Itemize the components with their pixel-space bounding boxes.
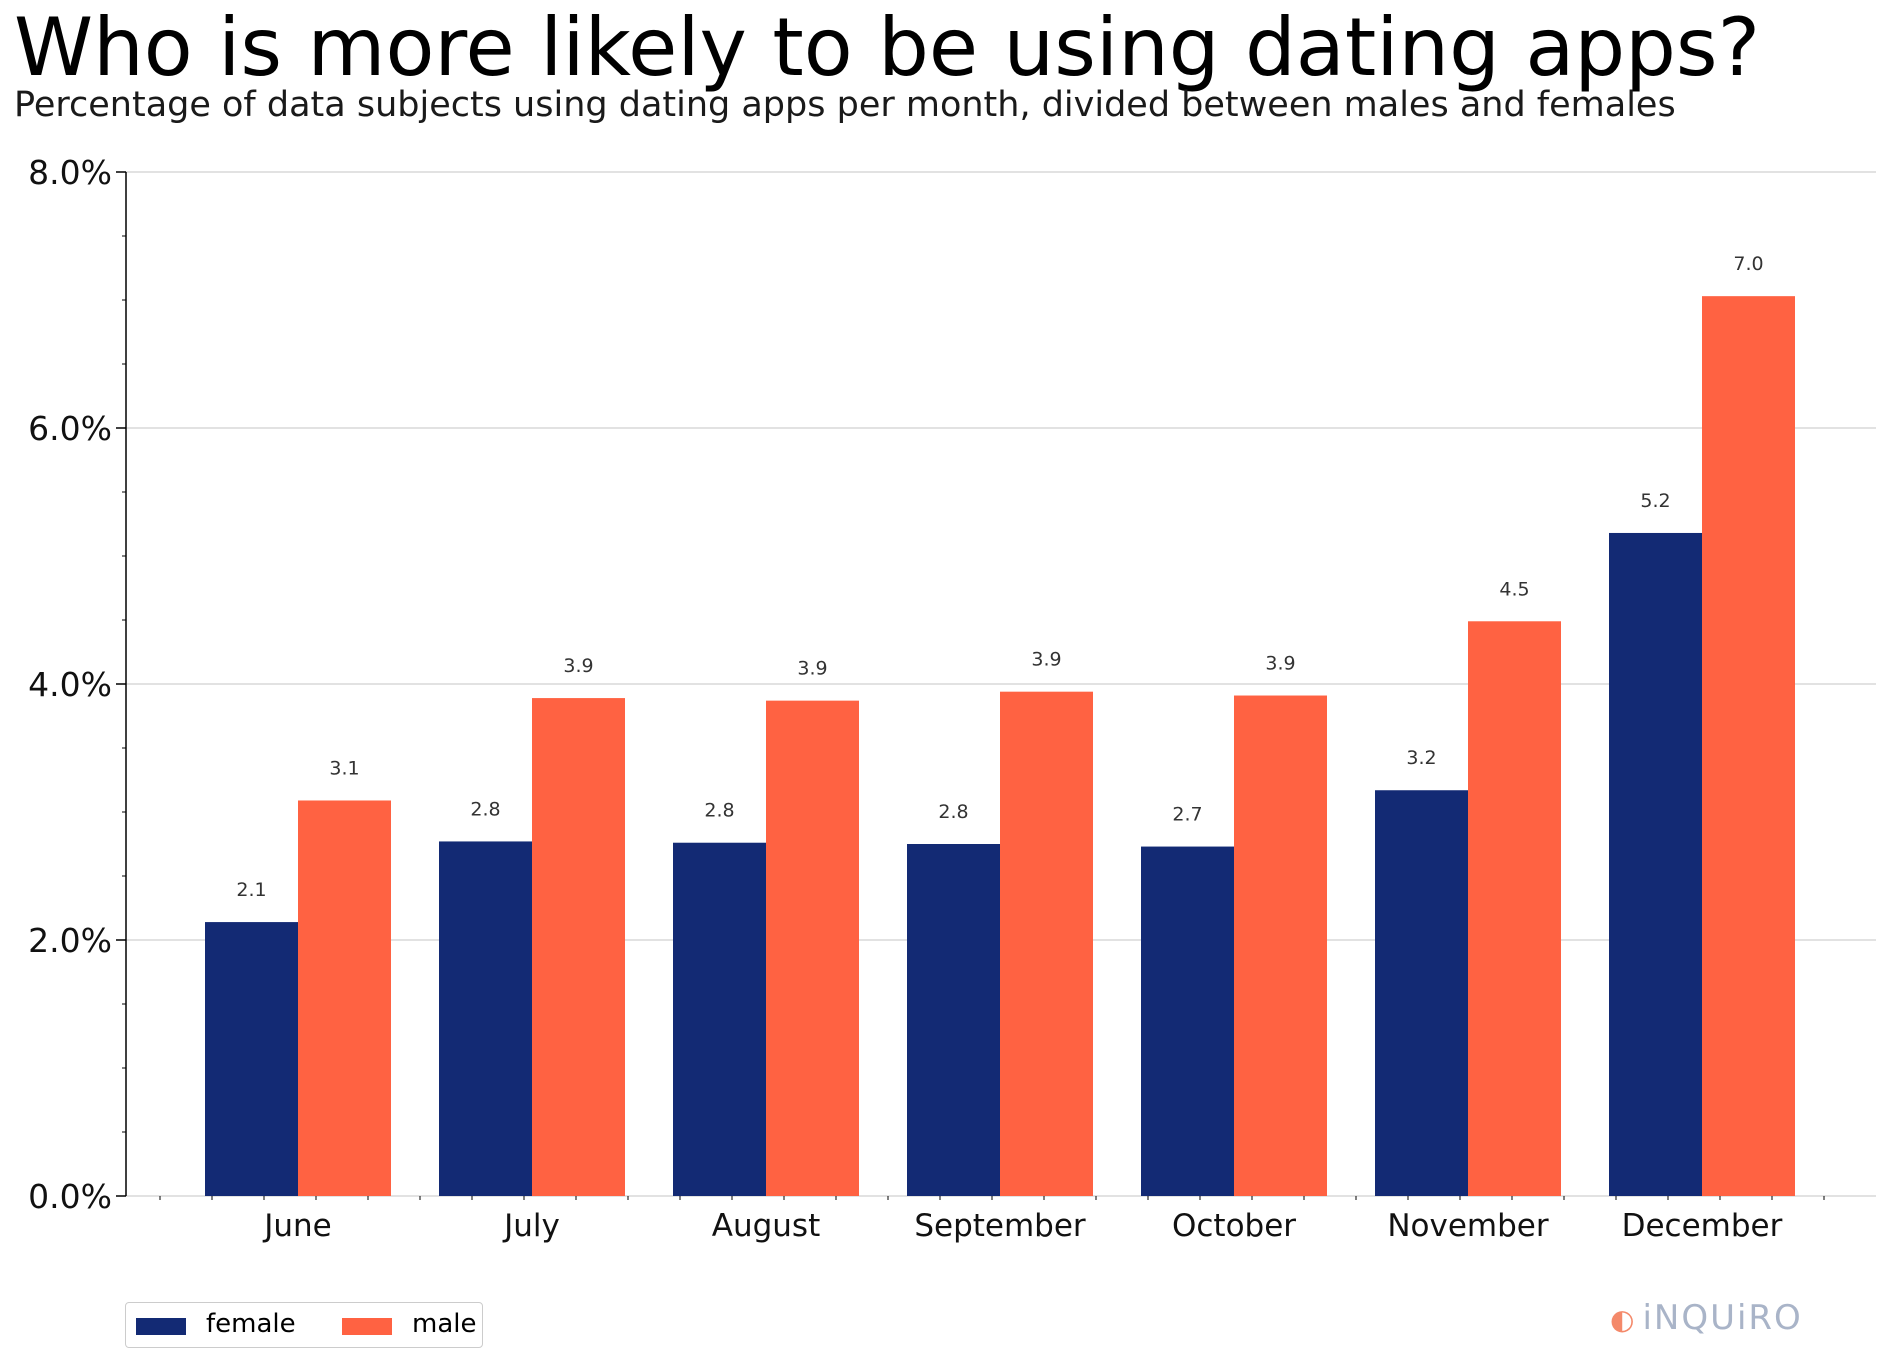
bar-male-june — [298, 800, 391, 1196]
y-tick-label: 0.0% — [28, 1177, 112, 1216]
bar-female-november — [1375, 790, 1468, 1196]
bar-male-october — [1234, 695, 1327, 1196]
bar-female-june — [205, 922, 298, 1196]
y-tick-label: 8.0% — [28, 153, 112, 192]
legend-label-female: female — [206, 1309, 296, 1339]
axes: 0.0% 2.0% 4.0% 6.0% 8.0% June July August Septem… — [28, 153, 1825, 1244]
bar-value-label: 2.8 — [470, 798, 500, 820]
bar-value-label: 2.8 — [704, 800, 734, 822]
bar-male-july — [532, 698, 625, 1196]
y-tick-label: 2.0% — [28, 921, 112, 960]
bar-male-september — [1000, 691, 1093, 1196]
x-tick-label: December — [1622, 1208, 1783, 1244]
labels: 2.1 3.1 2.8 3.9 2.8 3.9 2.8 3.9 2.7 3.9 3.2 4.5 5.2 7… — [236, 253, 1763, 901]
y-tick-label: 4.0% — [28, 665, 112, 704]
bar-female-august — [673, 842, 766, 1196]
bar-value-label: 3.9 — [1031, 649, 1061, 671]
x-tick-label: August — [712, 1208, 821, 1244]
brand-logo: ◐ iNQUiRO — [1610, 1298, 1803, 1344]
legend-swatch-female — [136, 1318, 186, 1335]
bar-female-december — [1609, 532, 1702, 1196]
x-tick-label: September — [914, 1208, 1086, 1244]
bar-male-august — [766, 700, 859, 1196]
x-tick-label: October — [1172, 1208, 1296, 1244]
bar-value-label: 3.9 — [1265, 653, 1295, 675]
legend-label-male: male — [412, 1309, 477, 1339]
bar-value-label: 7.0 — [1733, 253, 1763, 275]
bars — [205, 296, 1795, 1196]
bar-female-july — [439, 841, 532, 1196]
legend: female male — [125, 1302, 483, 1348]
x-tick-label: July — [502, 1208, 560, 1244]
brand-name: iNQUiRO — [1642, 1298, 1803, 1338]
logo-icon: ◐ — [1610, 1303, 1637, 1336]
bar-value-label: 2.7 — [1172, 804, 1202, 826]
bar-value-label: 4.5 — [1499, 578, 1529, 600]
bar-value-label: 3.1 — [329, 757, 359, 779]
bar-male-november — [1468, 621, 1561, 1196]
bar-value-label: 3.9 — [797, 658, 827, 680]
bar-value-label: 3.9 — [563, 655, 593, 677]
bar-value-label: 3.2 — [1406, 747, 1436, 769]
x-tick-label: November — [1387, 1208, 1549, 1244]
y-tick-label: 6.0% — [28, 409, 112, 448]
bar-value-label: 2.8 — [938, 801, 968, 823]
bar-value-label: 5.2 — [1640, 490, 1670, 512]
bar-female-october — [1141, 846, 1234, 1196]
bar-value-label: 2.1 — [236, 879, 266, 901]
chart-title: Who is more likely to be using dating ap… — [14, 1, 1761, 94]
x-tick-label: June — [262, 1208, 332, 1244]
bar-male-december — [1702, 296, 1795, 1196]
legend-swatch-male — [342, 1318, 392, 1335]
chart-subtitle: Percentage of data subjects using dating… — [14, 85, 1676, 125]
bar-female-september — [907, 844, 1000, 1196]
